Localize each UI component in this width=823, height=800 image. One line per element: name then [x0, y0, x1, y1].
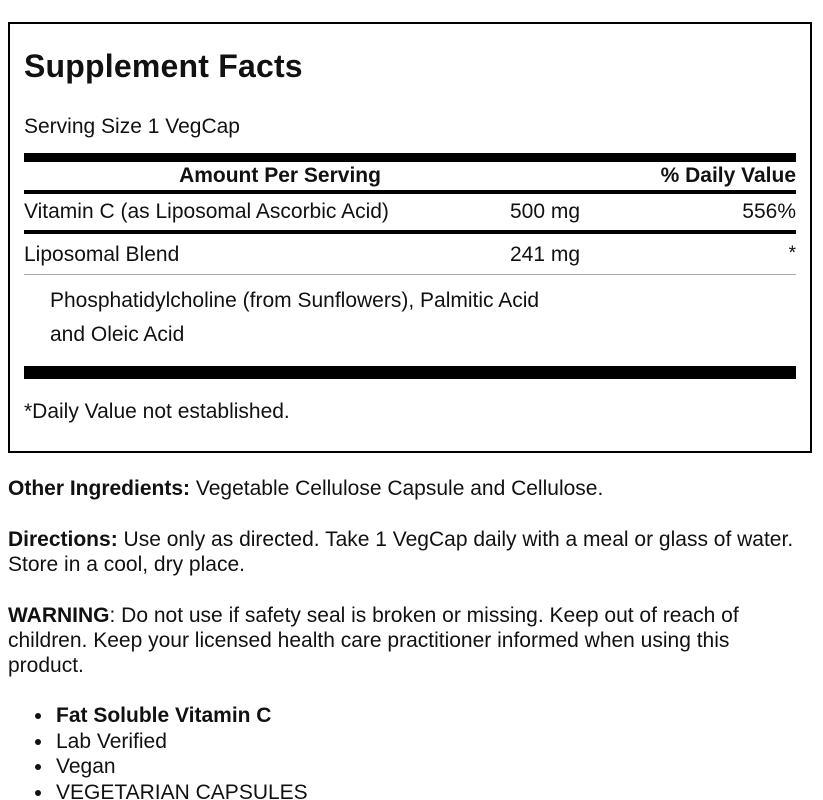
- directions-label: Directions:: [8, 528, 118, 551]
- warning-label: WARNING: [8, 604, 110, 627]
- warning-paragraph: WARNING: Do not use if safety seal is br…: [8, 603, 796, 678]
- list-item: Lab Verified: [54, 729, 815, 755]
- supplement-facts-panel: Supplement Facts Serving Size 1 VegCap A…: [8, 22, 812, 453]
- blend-sub-ingredients: Phosphatidylcholine (from Sunflowers), P…: [24, 275, 796, 366]
- facts-table-header: Amount Per Serving % Daily Value: [24, 162, 796, 194]
- list-item: Vegan: [54, 754, 815, 780]
- blend-sub-ingredients-line: and Oleic Acid: [50, 323, 185, 346]
- nutrient-name: Vitamin C (as Liposomal Ascorbic Acid): [24, 200, 389, 223]
- nutrient-dv: 556%: [742, 200, 796, 223]
- bottom-rule: [24, 366, 796, 379]
- feature-list: Fat Soluble Vitamin C Lab Verified Vegan…: [8, 703, 815, 800]
- blend-sub-ingredients-line: Phosphatidylcholine (from Sunflowers), P…: [50, 289, 540, 312]
- supplement-facts-title: Supplement Facts: [24, 48, 303, 84]
- list-item: VEGETARIAN CAPSULES: [54, 780, 815, 800]
- other-ingredients-paragraph: Other Ingredients: Vegetable Cellulose C…: [8, 476, 796, 501]
- table-row: Vitamin C (as Liposomal Ascorbic Acid) 5…: [24, 194, 796, 234]
- other-ingredients-label: Other Ingredients:: [8, 477, 191, 500]
- other-ingredients-text: Vegetable Cellulose Capsule and Cellulos…: [190, 477, 604, 500]
- table-row: Liposomal Blend 241 mg *: [24, 234, 796, 275]
- serving-size: Serving Size 1 VegCap: [24, 115, 240, 138]
- amount-per-serving-header: Amount Per Serving: [179, 164, 381, 187]
- nutrient-name: Liposomal Blend: [24, 243, 180, 266]
- directions-paragraph: Directions: Use only as directed. Take 1…: [8, 527, 796, 577]
- warning-text: : Do not use if safety seal is broken or…: [8, 604, 739, 677]
- top-rule: [24, 153, 796, 162]
- list-item: Fat Soluble Vitamin C: [54, 703, 815, 729]
- daily-value-footnote: *Daily Value not established.: [24, 400, 290, 423]
- nutrient-amount: 500 mg: [510, 200, 581, 223]
- nutrient-amount: 241 mg: [510, 243, 581, 266]
- daily-value-header: % Daily Value: [660, 164, 796, 187]
- nutrient-dv: *: [788, 243, 796, 264]
- directions-text: Use only as directed. Take 1 VegCap dail…: [8, 528, 794, 576]
